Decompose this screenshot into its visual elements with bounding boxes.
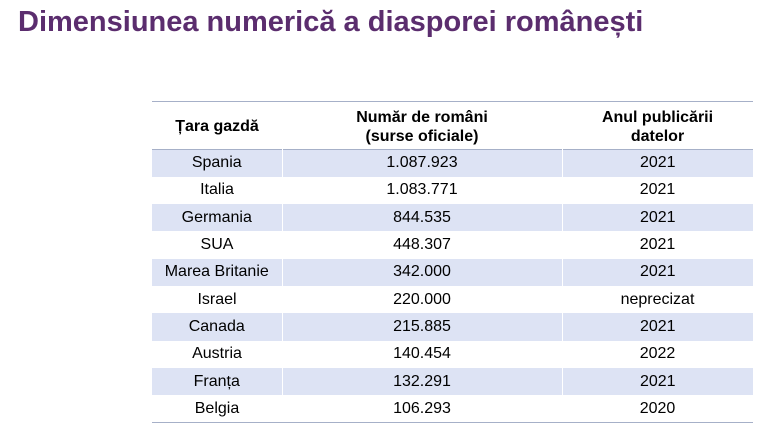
cell-count: 106.293	[393, 399, 451, 417]
table-row: Italia 1.083.771 2021	[152, 177, 753, 204]
cell-count: 1.083.771	[386, 181, 458, 199]
table-row: Germania 844.535 2021	[152, 204, 753, 232]
cell-count: 215.885	[281, 313, 562, 341]
header-country-line-1: Țara gazdă	[175, 118, 259, 135]
cell-country: Franța	[193, 372, 240, 390]
table-row: Franța 132.291 2021	[152, 367, 753, 396]
cell-year: 2021	[561, 313, 753, 341]
table-row: Marea Britanie 342.000 2021	[152, 258, 753, 286]
header-year: Anul publicării datelor	[562, 102, 753, 150]
cell-count: 140.454	[393, 345, 451, 363]
cell-count: 132.291	[281, 367, 562, 396]
cell-year: 2021	[561, 149, 753, 177]
cell-country: Canada	[188, 317, 245, 335]
table-row: Spania 1.087.923 2021	[152, 149, 753, 177]
diaspora-table: Țara gazdă Număr de români (surse oficia…	[152, 101, 753, 423]
header-count-line-1: Număr de români	[356, 108, 488, 126]
cell-count: 448.307	[393, 236, 451, 254]
table-body: Spania 1.087.923 2021 Italia 1.083.771 2…	[152, 149, 753, 423]
cell-count: 342.000	[281, 258, 562, 286]
table-row: SUA 448.307 2021	[152, 231, 753, 258]
table-row: Belgia 106.293 2020	[152, 395, 753, 423]
cell-year: 2021	[561, 367, 753, 396]
table-row: Israel 220.000 neprecizat	[152, 286, 753, 313]
header-year-line-1: Anul publicării	[601, 108, 714, 126]
cell-country: Spania	[191, 154, 242, 172]
header-year-line-2: datelor	[630, 127, 685, 145]
cell-country: Marea Britanie	[164, 263, 269, 281]
cell-year: neprecizat	[620, 290, 695, 308]
cell-year: 2022	[639, 345, 676, 363]
table-header: Țara gazdă Număr de români (surse oficia…	[152, 101, 753, 150]
cell-year: 2021	[561, 258, 753, 286]
cell-country: SUA	[200, 236, 234, 254]
cell-country: Austria	[192, 345, 242, 363]
cell-count: 844.535	[281, 204, 562, 232]
cell-year: 2021	[639, 181, 676, 199]
cell-country: Italia	[200, 181, 234, 199]
diaspora-table-container: Țara gazdă Număr de români (surse oficia…	[152, 101, 753, 423]
cell-count: 220.000	[393, 290, 451, 308]
cell-count: 1.087.923	[281, 149, 562, 177]
table-row: Canada 215.885 2021	[152, 313, 753, 341]
header-count: Număr de români (surse oficiale)	[282, 102, 562, 150]
header-row: Țara gazdă Număr de români (surse oficia…	[152, 101, 753, 150]
cell-year: 2021	[639, 236, 676, 254]
header-country: Țara gazdă	[152, 102, 282, 150]
cell-year: 2020	[639, 399, 676, 417]
cell-country: Germania	[181, 208, 252, 226]
cell-country: Belgia	[194, 399, 240, 417]
header-count-line-2: (surse oficiale)	[365, 127, 479, 145]
cell-year: 2021	[561, 204, 753, 232]
page-title: Dimensiunea numerică a diasporei româneș…	[18, 6, 644, 38]
table-row: Austria 140.454 2022	[152, 341, 753, 368]
cell-country: Israel	[197, 290, 237, 308]
